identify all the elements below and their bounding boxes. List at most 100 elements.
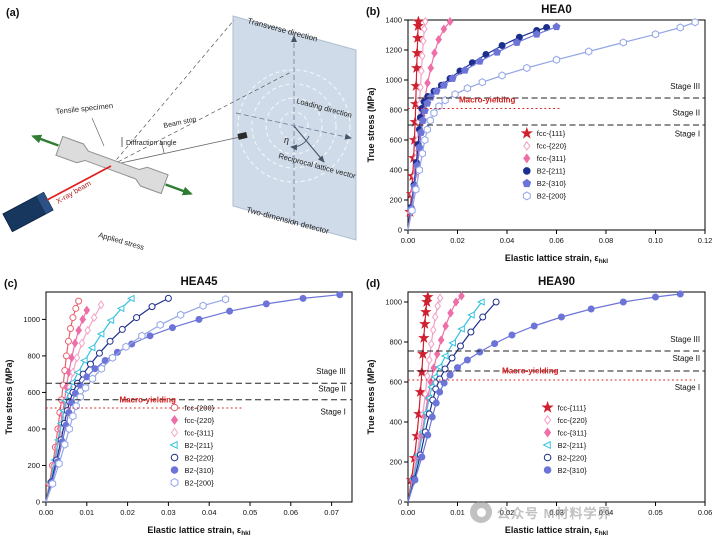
svg-text:0.04: 0.04 <box>202 508 217 517</box>
svg-text:Stage II: Stage II <box>672 354 700 363</box>
svg-text:B2-{211}: B2-{211} <box>185 441 214 450</box>
svg-text:0: 0 <box>398 226 402 235</box>
svg-text:0.06: 0.06 <box>698 508 713 517</box>
label-tensile-specimen: Tensile specimen <box>55 101 113 116</box>
svg-text:fcc-{220}: fcc-{220} <box>185 416 215 425</box>
svg-text:Stage III: Stage III <box>670 335 700 344</box>
tensile-specimen-leader <box>91 117 105 147</box>
y-axis-label: True stress (MPa) <box>366 87 376 162</box>
series-B2-{220} <box>407 298 500 503</box>
svg-text:fcc-{220}: fcc-{220} <box>558 416 588 425</box>
svg-text:fcc-{111}: fcc-{111} <box>558 403 587 412</box>
svg-text:0.04: 0.04 <box>500 236 515 245</box>
svg-text:Macro-yielding: Macro-yielding <box>459 96 516 105</box>
svg-text:fcc-{311}: fcc-{311} <box>537 154 567 163</box>
svg-text:B2-{310}: B2-{310} <box>558 466 588 475</box>
svg-text:Stage III: Stage III <box>670 82 700 91</box>
svg-text:800: 800 <box>27 351 40 360</box>
svg-text:400: 400 <box>27 424 40 433</box>
svg-text:0.02: 0.02 <box>120 508 135 517</box>
label-diffraction-angle: Diffraction angle <box>126 140 177 147</box>
direct-beam-line <box>111 136 241 166</box>
svg-text:B2-{220}: B2-{220} <box>558 453 588 462</box>
svg-text:Stage II: Stage II <box>318 385 346 394</box>
svg-text:0.02: 0.02 <box>450 236 465 245</box>
legend: fcc-{111} fcc-{220} fcc-{311} B2-{211} B2-{3… <box>520 126 567 201</box>
svg-text:B2-{220}: B2-{220} <box>185 453 215 462</box>
svg-text:0.04: 0.04 <box>599 508 614 517</box>
panel-c: (c) HEA45 0.00 0.01 0.02 0.03 0.04 0.05 0.06 0.0… <box>0 272 362 540</box>
panel-label-a: (a) <box>6 7 20 19</box>
svg-text:B2-{211}: B2-{211} <box>537 167 566 176</box>
annotations: Stage III Stage II Stage I Macro-yielding <box>459 82 700 138</box>
svg-text:0: 0 <box>398 498 402 507</box>
svg-text:0.08: 0.08 <box>599 236 614 245</box>
svg-text:600: 600 <box>389 136 402 145</box>
svg-text:B2-{211}: B2-{211} <box>558 441 587 450</box>
svg-text:0.00: 0.00 <box>401 508 416 517</box>
panel-a: (a) <box>0 0 362 268</box>
svg-text:fcc-{111}: fcc-{111} <box>537 129 566 138</box>
svg-text:600: 600 <box>27 388 40 397</box>
svg-text:fcc-{311}: fcc-{311} <box>185 428 215 437</box>
stage-lines <box>46 382 352 409</box>
label-applied-stress: Applied stress <box>97 230 145 252</box>
svg-text:400: 400 <box>389 418 402 427</box>
xray-beam-line <box>46 165 112 201</box>
svg-text:Stage I: Stage I <box>675 383 700 392</box>
svg-text:1000: 1000 <box>385 76 402 85</box>
svg-text:200: 200 <box>389 196 402 205</box>
svg-text:B2-{310}: B2-{310} <box>185 466 215 475</box>
svg-text:0.02: 0.02 <box>500 508 515 517</box>
svg-text:B2-{200}: B2-{200} <box>185 478 215 487</box>
label-eta: η <box>284 135 289 145</box>
panel-label-b: (b) <box>366 6 381 18</box>
label-beam-stop: Beam stop <box>163 116 197 130</box>
svg-text:0.01: 0.01 <box>79 508 94 517</box>
panel-label-d: (d) <box>366 278 381 290</box>
panel-d: (d) HEA90 0.00 0.01 0.02 0.03 0.04 0.05 0.06 0 20… <box>362 272 715 540</box>
stage-lines <box>408 350 705 381</box>
svg-text:800: 800 <box>389 338 402 347</box>
svg-text:0.12: 0.12 <box>698 236 713 245</box>
svg-text:Stage III: Stage III <box>316 367 346 376</box>
y-axis-label: True stress (MPa) <box>4 359 14 434</box>
watermark: 公众号 M材料学界 <box>470 501 611 523</box>
eta-arc-arrow <box>290 135 310 151</box>
stress-arrow-left <box>31 134 59 147</box>
svg-text:Stage II: Stage II <box>672 108 700 117</box>
detector-crosshair <box>235 35 352 224</box>
svg-text:1000: 1000 <box>385 298 402 307</box>
svg-text:200: 200 <box>389 458 402 467</box>
svg-text:1400: 1400 <box>385 16 402 25</box>
svg-text:200: 200 <box>27 461 40 470</box>
panel-label-c: (c) <box>4 278 18 290</box>
chart-hea90: HEA90 0.00 0.01 0.02 0.03 0.04 0.05 0.06 0 200 400… <box>366 276 713 537</box>
legend: fcc-{200} fcc-{220} fcc-{311} B2-{211} B2-{2… <box>169 403 215 487</box>
svg-text:400: 400 <box>389 166 402 175</box>
svg-text:Macro-yielding: Macro-yielding <box>502 367 559 376</box>
chart-title: HEA0 <box>541 4 572 16</box>
svg-text:0.03: 0.03 <box>161 508 176 517</box>
camera-icon <box>470 501 492 523</box>
svg-text:0.03: 0.03 <box>549 508 564 517</box>
x-axis-label: Elastic lattice strain, εhkl <box>505 525 608 537</box>
svg-text:fcc-{200}: fcc-{200} <box>185 403 215 412</box>
svg-text:Stage I: Stage I <box>321 408 346 417</box>
svg-text:600: 600 <box>389 378 402 387</box>
svg-text:B2-{310}: B2-{310} <box>537 179 567 188</box>
panel-b: (b) HEA0 0.00 0.02 0.04 0.06 0.08 0.10 0.12 0 200… <box>362 0 715 268</box>
chart-title: HEA90 <box>538 276 575 288</box>
annotations: Stage III Stage II Stage I Macro-yielding <box>502 335 700 392</box>
svg-text:Macro-yielding: Macro-yielding <box>119 395 176 404</box>
x-axis-label: Elastic lattice strain, εhkl <box>147 525 250 537</box>
svg-text:1000: 1000 <box>23 315 40 324</box>
svg-text:0.06: 0.06 <box>283 508 298 517</box>
svg-text:0.00: 0.00 <box>401 236 416 245</box>
stress-arrow-right <box>165 183 193 196</box>
svg-text:0.10: 0.10 <box>648 236 663 245</box>
xrd-setup-diagram: (a) <box>2 7 357 252</box>
svg-text:1200: 1200 <box>385 46 402 55</box>
stage-lines <box>408 97 705 126</box>
